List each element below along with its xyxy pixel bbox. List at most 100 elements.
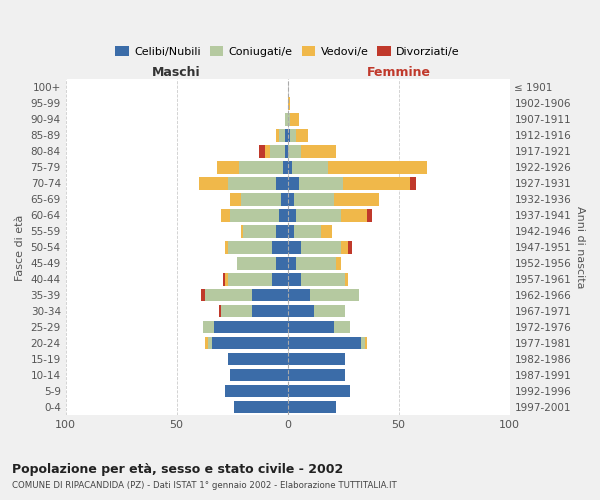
Bar (239, 161, 283, 173)
Y-axis label: Fasce di età: Fasce di età (15, 214, 25, 280)
Bar (226, 385, 287, 398)
Bar (287, 225, 294, 237)
Bar (272, 241, 287, 254)
Bar (208, 337, 212, 349)
Bar (290, 113, 299, 126)
Bar (287, 289, 310, 302)
Bar (287, 241, 301, 254)
Bar (227, 177, 277, 190)
Legend: Celibi/Nubili, Coniugati/e, Vedovi/e, Divorziati/e: Celibi/Nubili, Coniugati/e, Vedovi/e, Di… (111, 42, 464, 61)
Bar (214, 321, 287, 334)
Bar (230, 209, 279, 222)
Bar (296, 257, 337, 270)
Bar (301, 273, 345, 285)
Bar (410, 177, 416, 190)
Bar (314, 305, 345, 318)
Bar (241, 225, 243, 237)
Bar (235, 401, 287, 413)
Bar (252, 289, 287, 302)
Bar (286, 113, 287, 126)
Bar (299, 177, 343, 190)
Bar (301, 145, 337, 158)
Bar (287, 129, 290, 141)
Bar (283, 161, 287, 173)
Bar (287, 305, 314, 318)
Bar (226, 241, 227, 254)
Bar (252, 305, 287, 318)
Bar (259, 145, 265, 158)
Bar (287, 369, 345, 382)
Bar (287, 177, 299, 190)
Bar (286, 145, 287, 158)
Bar (287, 273, 301, 285)
Bar (205, 337, 208, 349)
Bar (199, 177, 227, 190)
Bar (287, 97, 290, 110)
Bar (341, 241, 347, 254)
Bar (277, 129, 279, 141)
Bar (294, 193, 334, 205)
Y-axis label: Anni di nascita: Anni di nascita (575, 206, 585, 288)
Bar (287, 161, 292, 173)
Bar (205, 289, 252, 302)
Bar (328, 161, 427, 173)
Bar (286, 129, 287, 141)
Bar (361, 337, 365, 349)
Bar (230, 193, 241, 205)
Bar (365, 337, 367, 349)
Bar (343, 177, 410, 190)
Bar (301, 241, 341, 254)
Bar (310, 289, 359, 302)
Bar (341, 209, 367, 222)
Bar (294, 225, 321, 237)
Bar (287, 401, 337, 413)
Bar (287, 385, 350, 398)
Bar (217, 161, 239, 173)
Bar (287, 193, 294, 205)
Bar (201, 289, 205, 302)
Bar (287, 353, 345, 366)
Bar (241, 193, 281, 205)
Bar (345, 273, 347, 285)
Bar (203, 321, 214, 334)
Bar (296, 129, 308, 141)
Bar (347, 241, 352, 254)
Bar (277, 177, 287, 190)
Bar (223, 273, 226, 285)
Bar (321, 225, 332, 237)
Bar (221, 209, 230, 222)
Bar (219, 305, 221, 318)
Bar (287, 209, 296, 222)
Text: COMUNE DI RIPACANDIDA (PZ) - Dati ISTAT 1° gennaio 2002 - Elaborazione TUTTITALI: COMUNE DI RIPACANDIDA (PZ) - Dati ISTAT … (12, 481, 397, 490)
Bar (287, 113, 290, 126)
Bar (367, 209, 372, 222)
Bar (227, 353, 287, 366)
Bar (270, 145, 286, 158)
Bar (272, 273, 287, 285)
Bar (277, 225, 287, 237)
Bar (277, 257, 287, 270)
Bar (292, 161, 328, 173)
Bar (226, 273, 227, 285)
Bar (287, 337, 361, 349)
Bar (287, 257, 296, 270)
Bar (337, 257, 341, 270)
Bar (279, 209, 287, 222)
Bar (279, 129, 286, 141)
Bar (227, 241, 272, 254)
Bar (281, 193, 287, 205)
Bar (236, 257, 277, 270)
Text: Popolazione per età, sesso e stato civile - 2002: Popolazione per età, sesso e stato civil… (12, 462, 343, 475)
Bar (334, 321, 350, 334)
Bar (334, 193, 379, 205)
Text: Maschi: Maschi (152, 66, 201, 80)
Bar (290, 129, 296, 141)
Bar (287, 321, 334, 334)
Bar (265, 145, 270, 158)
Bar (227, 273, 272, 285)
Bar (221, 305, 252, 318)
Bar (230, 369, 287, 382)
Text: Femmine: Femmine (367, 66, 431, 80)
Bar (287, 145, 301, 158)
Bar (243, 225, 277, 237)
